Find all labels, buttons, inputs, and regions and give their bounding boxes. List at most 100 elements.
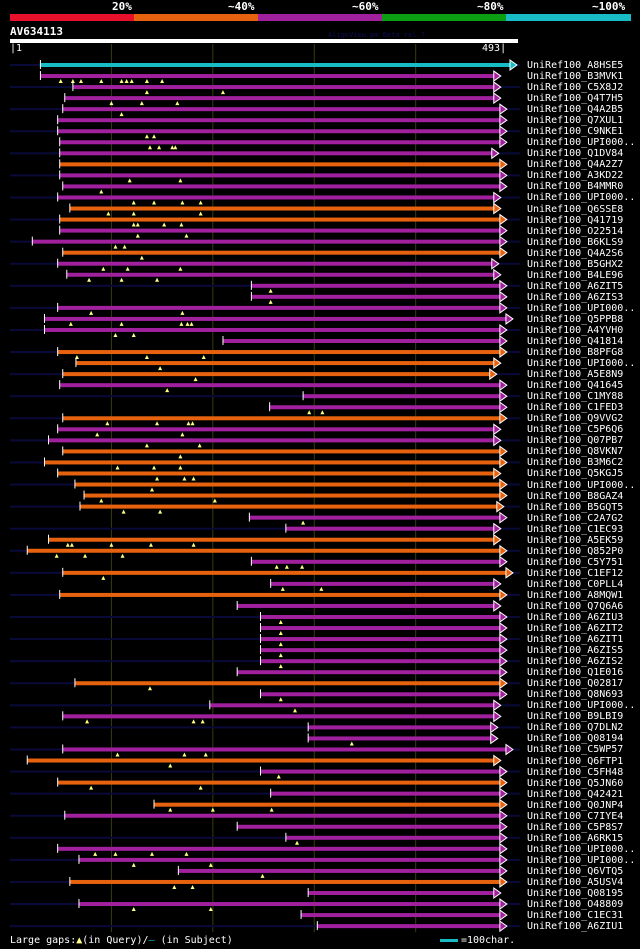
query-gap-marker xyxy=(180,432,185,437)
hit-end-arrow xyxy=(499,346,508,359)
hit-label[interactable]: UniRef100_Q42421 xyxy=(527,788,624,800)
hit-label[interactable]: UniRef100_A8HSE5 xyxy=(527,60,624,71)
hit-label[interactable]: UniRef100_UPI000.. xyxy=(527,854,636,866)
hit-label[interactable]: UniRef100_UPI000.. xyxy=(527,302,636,314)
hit-label[interactable]: UniRef100_Q6SSE8 xyxy=(527,203,624,215)
hit-label[interactable]: UniRef100_Q41719 xyxy=(527,214,624,226)
hit-end-arrow xyxy=(499,412,508,425)
hit-label[interactable]: UniRef100_Q02817 xyxy=(527,678,624,690)
hit-label[interactable]: UniRef100_B4LE96 xyxy=(527,269,624,281)
hit-label[interactable]: UniRef100_A6ZIT5 xyxy=(527,280,624,292)
hit-bar xyxy=(62,449,500,454)
hit-label[interactable]: UniRef100_Q7Q6A6 xyxy=(527,600,624,612)
hit-label[interactable]: UniRef100_C2A7G2 xyxy=(527,512,624,524)
hit-label[interactable]: UniRef100_O22514 xyxy=(527,225,624,237)
hit-label[interactable]: UniRef100_A6ZIS2 xyxy=(527,656,624,668)
hit-label[interactable]: UniRef100_A8MQW1 xyxy=(527,589,624,601)
hit-label[interactable]: UniRef100_C7IYE4 xyxy=(527,810,624,822)
hit-label[interactable]: UniRef100_B3MVK1 xyxy=(527,71,624,83)
hit-label[interactable]: UniRef100_Q1DV84 xyxy=(527,148,624,160)
hit-label[interactable]: UniRef100_A5USV4 xyxy=(527,876,624,888)
hit-label[interactable]: UniRef100_Q7XUL1 xyxy=(527,115,624,127)
hit-label[interactable]: UniRef100_C5P8S7 xyxy=(527,821,624,833)
hit-end-arrow xyxy=(493,434,502,447)
hit-label[interactable]: UniRef100_C5P6Q6 xyxy=(527,424,624,436)
hit-bar xyxy=(57,261,492,266)
hit-label[interactable]: UniRef100_B5GQT5 xyxy=(527,501,624,513)
hit-label[interactable]: UniRef100_C1EC31 xyxy=(527,910,624,922)
hit-end-arrow xyxy=(499,798,508,811)
hit-label[interactable]: UniRef100_Q0JNP4 xyxy=(527,799,624,811)
hit-label[interactable]: UniRef100_A6ZIU1 xyxy=(527,921,624,933)
hit-label[interactable]: UniRef100_Q08194 xyxy=(527,733,624,745)
hit-label[interactable]: UniRef100_Q5JN60 xyxy=(527,777,624,789)
hit-label[interactable]: UniRef100_Q1E016 xyxy=(527,667,624,679)
hit-label[interactable]: UniRef100_Q07PB7 xyxy=(527,435,624,447)
hit-label[interactable]: UniRef100_C9NKE1 xyxy=(527,126,624,138)
query-gap-marker xyxy=(274,564,279,569)
hit-label[interactable]: UniRef100_A6RK15 xyxy=(527,832,624,844)
hit-label[interactable]: UniRef100_Q08195 xyxy=(527,888,624,899)
legend-large-gaps: Large gaps: xyxy=(10,935,77,946)
hit-bar xyxy=(251,294,500,299)
hit-label[interactable]: UniRef100_B9LBI9 xyxy=(527,711,624,723)
hit-label[interactable]: UniRef100_Q5KGJ5 xyxy=(527,468,624,480)
hit-label[interactable]: UniRef100_C1EC93 xyxy=(527,523,624,535)
hit-label[interactable]: UniRef100_Q4A2B5 xyxy=(527,104,624,116)
query-gap-marker xyxy=(278,653,283,658)
hit-label[interactable]: UniRef100_A3KD22 xyxy=(527,170,624,182)
hit-label[interactable]: UniRef100_B4MMR0 xyxy=(527,181,624,193)
hit-label[interactable]: UniRef100_A6ZIS5 xyxy=(527,645,624,657)
hit-label[interactable]: UniRef100_Q5PPB8 xyxy=(527,313,624,325)
query-gap-marker xyxy=(152,134,157,139)
hit-label[interactable]: UniRef100_A6ZIT2 xyxy=(527,623,624,635)
hit-label[interactable]: UniRef100_C5Y751 xyxy=(527,556,624,568)
hit-label[interactable]: UniRef100_Q8N693 xyxy=(527,689,624,701)
hit-label[interactable]: UniRef100_C5X8J2 xyxy=(527,82,624,94)
hit-label[interactable]: UniRef100_Q6FTP1 xyxy=(527,755,624,767)
hit-label[interactable]: UniRef100_Q4A2S6 xyxy=(527,247,624,259)
hit-bar xyxy=(78,902,500,907)
query-gap-marker xyxy=(172,884,177,889)
hit-label[interactable]: UniRef100_UPI000.. xyxy=(527,137,636,149)
hit-label[interactable]: UniRef100_C1MY88 xyxy=(527,391,624,403)
hit-label[interactable]: UniRef100_O48809 xyxy=(527,899,624,911)
identity-scale-segment-20 xyxy=(10,14,134,21)
query-gap-marker xyxy=(193,377,198,382)
hit-label[interactable]: UniRef100_B5GHX2 xyxy=(527,258,624,270)
hit-label[interactable]: UniRef100_B6KLS9 xyxy=(527,236,624,248)
hit-label[interactable]: UniRef100_B3M6C2 xyxy=(527,457,624,469)
query-gap-marker xyxy=(158,509,163,514)
hit-label[interactable]: UniRef100_C5WP57 xyxy=(527,744,624,756)
hit-label[interactable]: UniRef100_C0PLL4 xyxy=(527,578,624,590)
query-gap-marker xyxy=(268,299,273,304)
hit-label[interactable]: UniRef100_Q7DLN2 xyxy=(527,722,624,734)
hit-label[interactable]: UniRef100_A6ZIT1 xyxy=(527,634,624,646)
hit-label[interactable]: UniRef100_C1FED3 xyxy=(527,402,624,414)
hit-label[interactable]: UniRef100_B8GAZ4 xyxy=(527,490,624,502)
hit-label[interactable]: UniRef100_UPI000.. xyxy=(527,700,636,712)
hit-label[interactable]: UniRef100_Q9VVG2 xyxy=(527,413,624,425)
hit-bar xyxy=(59,151,492,156)
hit-label[interactable]: UniRef100_A5EK59 xyxy=(527,534,624,546)
hit-label[interactable]: UniRef100_UPI000.. xyxy=(527,358,636,370)
hit-label[interactable]: UniRef100_C1EF12 xyxy=(527,567,624,579)
hit-label[interactable]: UniRef100_Q4T7H5 xyxy=(527,93,624,105)
hit-label[interactable]: UniRef100_C5FH48 xyxy=(527,766,624,778)
hit-label[interactable]: UniRef100_UPI000.. xyxy=(527,479,636,491)
hit-label[interactable]: UniRef100_A4YVH0 xyxy=(527,324,624,336)
hit-label[interactable]: UniRef100_A5E8N9 xyxy=(527,369,624,381)
hit-label[interactable]: UniRef100_Q41814 xyxy=(527,336,624,347)
hit-label[interactable]: UniRef100_A6ZIS3 xyxy=(527,291,624,303)
hit-label[interactable]: UniRef100_B8PFG8 xyxy=(527,347,624,359)
hit-label[interactable]: UniRef100_Q8VKN7 xyxy=(527,446,624,458)
hit-label[interactable]: UniRef100_Q6VTQ5 xyxy=(527,865,624,877)
hit-label[interactable]: UniRef100_Q852P0 xyxy=(527,545,624,557)
query-gap-marker xyxy=(54,553,59,558)
hit-label[interactable]: UniRef100_UPI000.. xyxy=(527,192,636,204)
hit-label[interactable]: UniRef100_UPI000.. xyxy=(527,843,636,855)
hit-label[interactable]: UniRef100_A6ZIU3 xyxy=(527,612,624,623)
query-gap-marker xyxy=(260,873,265,878)
hit-label[interactable]: UniRef100_Q41645 xyxy=(527,380,624,392)
hit-label[interactable]: UniRef100_Q4A2Z7 xyxy=(527,159,624,171)
